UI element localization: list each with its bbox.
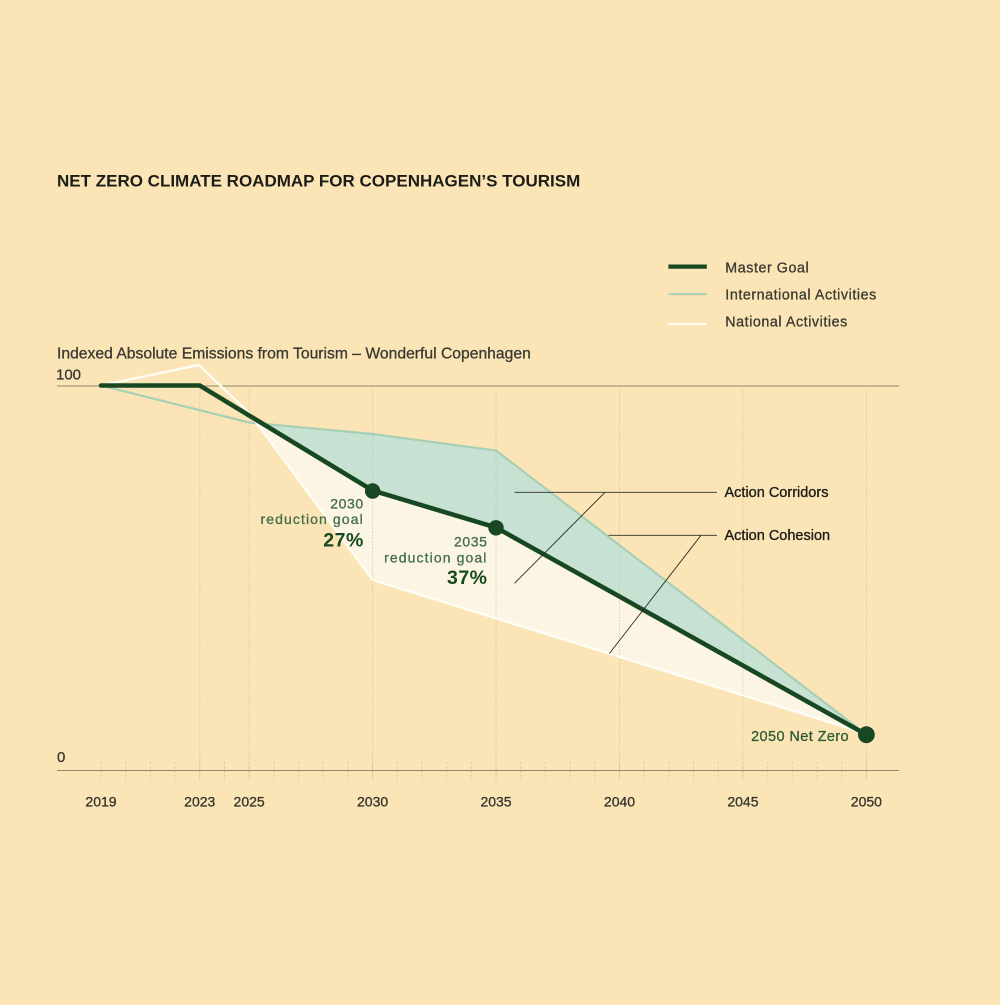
svg-text:2023: 2023 [184,794,215,810]
svg-text:37%: 37% [447,567,488,589]
svg-text:2030: 2030 [330,496,364,512]
svg-text:2035: 2035 [480,794,511,810]
svg-text:2030: 2030 [357,794,388,810]
svg-text:Indexed Absolute Emissions fro: Indexed Absolute Emissions from Tourism … [57,346,531,363]
svg-text:27%: 27% [323,530,364,552]
svg-text:2040: 2040 [604,794,635,810]
svg-text:2050 Net Zero: 2050 Net Zero [751,729,849,745]
svg-text:Action Corridors: Action Corridors [725,485,829,501]
svg-text:2035: 2035 [454,534,488,550]
svg-text:International Activities: International Activities [725,287,876,303]
svg-text:100: 100 [56,367,81,384]
svg-text:Action Cohesion: Action Cohesion [725,528,831,544]
svg-text:reduction goal: reduction goal [260,511,363,527]
svg-text:reduction goal: reduction goal [384,550,487,566]
svg-text:Master Goal: Master Goal [725,260,809,276]
svg-text:2050: 2050 [851,794,882,810]
svg-text:NET ZERO CLIMATE ROADMAP FOR C: NET ZERO CLIMATE ROADMAP FOR COPENHAGEN’… [57,172,580,191]
svg-text:2025: 2025 [234,794,265,810]
svg-text:0: 0 [57,749,65,766]
svg-text:National Activities: National Activities [725,315,848,331]
svg-text:2019: 2019 [85,794,116,810]
svg-text:2045: 2045 [727,794,758,810]
